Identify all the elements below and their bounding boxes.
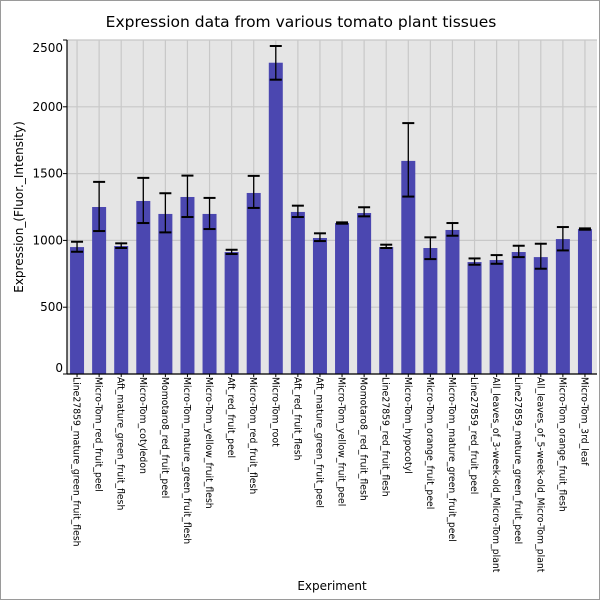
x-tick-label: All_leaves_of_3-week-old_Micro-Tom_plant xyxy=(490,377,501,573)
x-tick-label: Momotaro8_red_fruit_flesh xyxy=(358,377,369,501)
bar xyxy=(158,213,173,374)
bar xyxy=(511,252,526,374)
bar xyxy=(577,229,592,374)
bar xyxy=(533,257,548,374)
bar xyxy=(423,248,438,374)
bar xyxy=(489,260,504,374)
x-tick-label: Micro-Tom_3rd_leaf xyxy=(578,377,589,466)
bar xyxy=(290,211,305,374)
bar xyxy=(180,196,195,374)
y-axis-label: Expression_(Fluor._Intensity) xyxy=(12,121,26,293)
bar xyxy=(379,247,394,374)
x-tick-label: Micro-Tom_mature_green_fruit_flesh xyxy=(181,377,192,544)
x-tick-label: Micro-Tom_orange_fruit_peel xyxy=(424,377,435,509)
x-tick-label: Micro-Tom_yellow_fruit_peel xyxy=(336,377,347,506)
x-axis-label: Experiment xyxy=(297,579,367,593)
y-tick-label: 0 xyxy=(55,361,63,375)
x-tick-label: Line27859_red_fruit_flesh xyxy=(380,377,391,497)
x-tick-label: Micro-Tom_orange_fruit_flesh xyxy=(556,377,567,512)
bar xyxy=(401,160,416,374)
x-tick-label: Aft_mature_green_fruit_flesh xyxy=(115,377,126,510)
y-tick-label: 1000 xyxy=(32,233,63,247)
x-tick-label: Aft_red_fruit_peel xyxy=(225,377,236,458)
bar xyxy=(335,223,350,374)
x-tick-label: Micro-Tom_hypocotyl xyxy=(402,377,413,474)
bar xyxy=(357,213,372,374)
x-tick-label: Micro-Tom_red_fruit_flesh xyxy=(247,377,258,494)
y-tick-label: 2000 xyxy=(32,100,63,114)
x-tick-label: Aft_mature_green_fruit_peel xyxy=(313,377,324,508)
y-tick-label: 1500 xyxy=(32,167,63,181)
x-tick-label: All_leaves_of_5-week-old_Micro-Tom_plant xyxy=(534,377,545,573)
x-tick-label: Micro-Tom_red_fruit_peel xyxy=(93,377,104,492)
bar xyxy=(246,192,261,374)
bar xyxy=(114,246,129,374)
x-tick-label: Micro-Tom_yellow_fruit_flesh xyxy=(203,377,214,509)
y-tick-label: 2500 xyxy=(32,41,63,55)
bar xyxy=(467,262,482,374)
x-tick-label: Line27859_red_fruit_peel xyxy=(468,377,479,494)
x-tick-label: Aft_red_fruit_flesh xyxy=(291,377,302,461)
bar xyxy=(70,247,85,374)
bar xyxy=(268,62,283,374)
x-tick-label: Momotaro8_red_fruit_peel xyxy=(159,377,170,498)
bar xyxy=(92,207,107,374)
bar xyxy=(136,200,151,374)
x-tick-label: Line27859_mature_green_fruit_flesh xyxy=(71,377,82,547)
x-tick-label: Micro-Tom_root xyxy=(269,377,280,447)
bar xyxy=(224,252,239,374)
bar xyxy=(312,237,327,374)
bar xyxy=(202,213,217,374)
y-tick-label: 500 xyxy=(40,300,63,314)
bar xyxy=(445,229,460,374)
bar xyxy=(555,239,570,374)
x-tick-label: Micro-Tom_cotyledon xyxy=(137,377,148,474)
x-tick-label: Micro-Tom_mature_green_fruit_peel xyxy=(446,377,457,542)
plot-background xyxy=(67,40,597,374)
x-tick-label: Line27859_mature_green_fruit_peel xyxy=(512,377,523,544)
chart-title: Expression data from various tomato plan… xyxy=(106,13,497,31)
